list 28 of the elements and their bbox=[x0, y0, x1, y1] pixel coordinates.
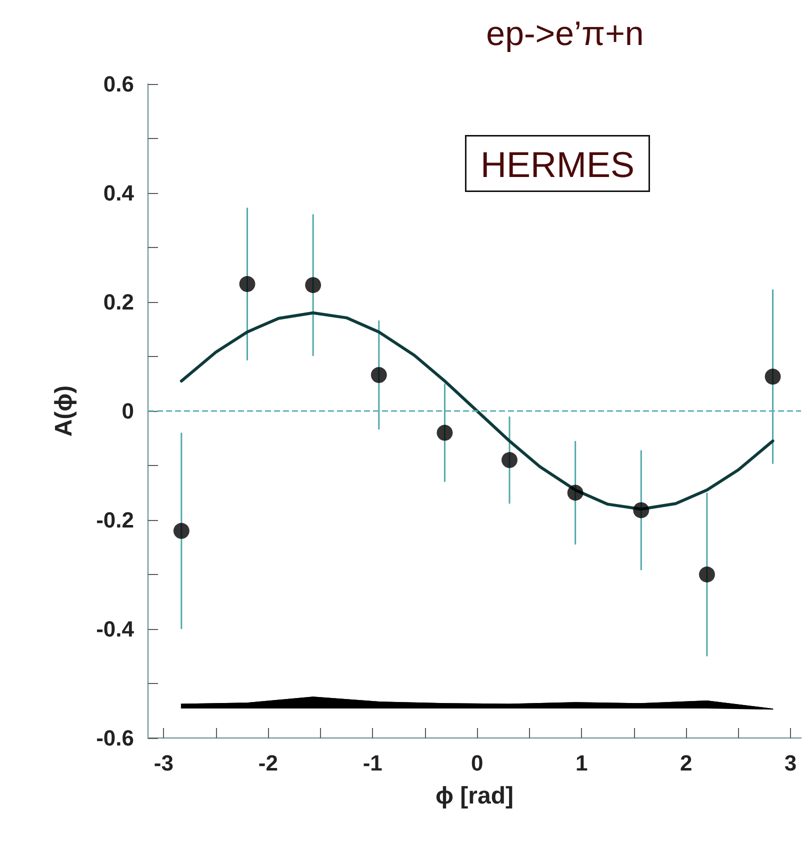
y-tick-label: 0.4 bbox=[103, 180, 135, 206]
x-tick-label: 2 bbox=[680, 750, 692, 776]
point bbox=[502, 452, 518, 468]
point bbox=[764, 368, 781, 385]
x-tick-label: -3 bbox=[154, 750, 174, 776]
point bbox=[567, 484, 584, 501]
point bbox=[239, 276, 256, 292]
y-tick-label: -0.4 bbox=[96, 616, 135, 642]
x-tick-label: 0 bbox=[470, 750, 484, 776]
y-axis-title: A(ϕ) bbox=[50, 385, 78, 437]
y-tick-label: 0.2 bbox=[103, 290, 134, 314]
x-tick-label: -2 bbox=[258, 750, 278, 776]
point bbox=[173, 522, 190, 539]
y-tick-label: -0.2 bbox=[96, 508, 134, 532]
chart-title: ep->e’π+n bbox=[486, 15, 644, 53]
x-tick-label: 1 bbox=[575, 750, 588, 776]
point bbox=[633, 502, 650, 518]
point bbox=[698, 566, 715, 582]
point bbox=[305, 277, 322, 294]
point bbox=[436, 424, 453, 441]
annotation: HERMES bbox=[480, 144, 635, 185]
y-tick-label: 0 bbox=[122, 398, 134, 424]
x-axis-title: ϕ [rad] bbox=[436, 782, 514, 810]
y-tick-label: -0.6 bbox=[96, 726, 134, 750]
x-tick-label: -1 bbox=[362, 750, 382, 776]
x-tick-label: 3 bbox=[784, 750, 797, 776]
y-tick-label: 0.6 bbox=[103, 72, 134, 96]
point bbox=[370, 367, 387, 384]
